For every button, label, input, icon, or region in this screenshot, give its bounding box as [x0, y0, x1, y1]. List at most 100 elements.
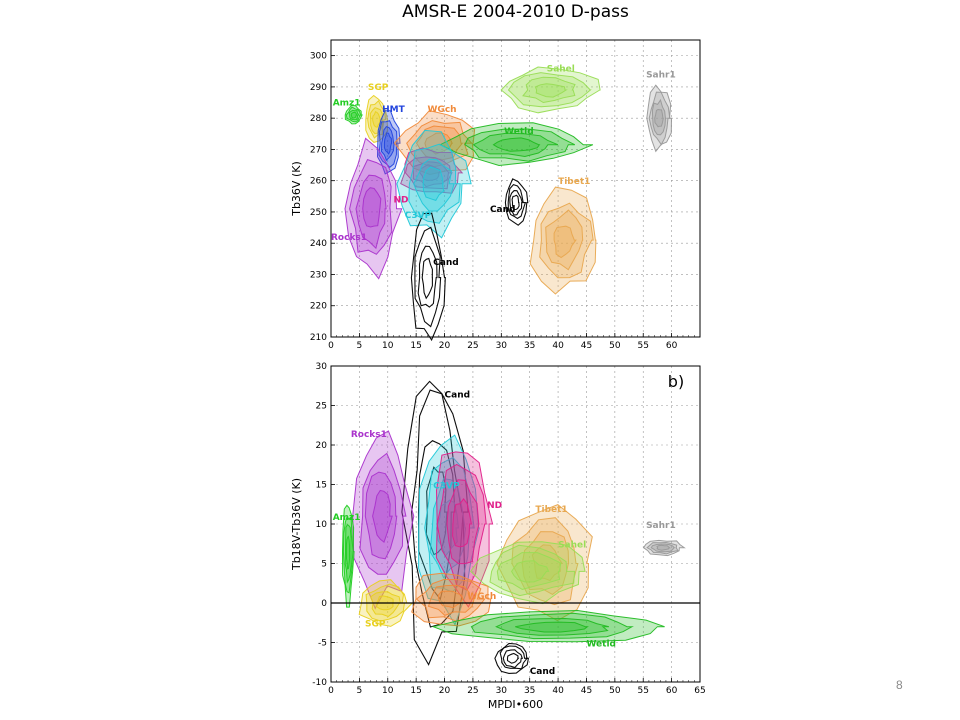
- x-tick-label: 35: [524, 686, 535, 696]
- x-tick-label: 50: [609, 686, 621, 696]
- x-tick-label: 55: [638, 341, 649, 351]
- contour-level-3: [355, 174, 387, 250]
- contour-level-1: [504, 178, 529, 226]
- y-tick-label: 230: [310, 270, 327, 280]
- contour-level-4: [372, 110, 382, 128]
- contour-level-4: [421, 257, 433, 300]
- y-tick-label: 270: [310, 145, 327, 155]
- y-tick-label: 25: [316, 402, 327, 412]
- contour-level-2: [499, 645, 529, 670]
- x-tick-label: 35: [524, 341, 535, 351]
- contour-level-2: [507, 72, 592, 108]
- x-tick-label: 10: [382, 686, 394, 696]
- x-tick-label: 65: [694, 686, 705, 696]
- x-tick-label: 0: [328, 341, 334, 351]
- y-tick-label: 240: [310, 239, 327, 249]
- y-tick-label: 30: [316, 362, 328, 372]
- y-tick-label: -5: [318, 639, 327, 649]
- contour-level-4: [362, 187, 382, 228]
- contour-level-2: [507, 183, 527, 220]
- contour-level-1: [401, 380, 469, 666]
- chart-title: AMSR-E 2004-2010 D-pass: [402, 2, 629, 22]
- contour-level-1: [494, 642, 530, 674]
- contour-level-3: [417, 245, 438, 308]
- region-label-wetld: Wetld: [586, 639, 616, 649]
- contour-level-2: [408, 143, 461, 224]
- contour-level-4: [534, 83, 568, 98]
- x-tick-label: 60: [666, 686, 678, 696]
- contour-level-4: [511, 194, 520, 211]
- series-region-rocks1: [344, 137, 403, 280]
- contour-level-3: [509, 190, 524, 216]
- page-number: 8: [896, 678, 903, 692]
- series-region-nd: [435, 451, 494, 608]
- x-tick-label: 15: [410, 686, 421, 696]
- x-tick-label: 0: [328, 686, 334, 696]
- region-label-hmt: HMT: [382, 105, 405, 115]
- series-region-cand: [504, 178, 529, 226]
- contour-level-1: [411, 572, 492, 627]
- region-label-wetld: Wetld: [504, 127, 534, 137]
- series-region-wetld: [439, 122, 594, 167]
- series-region-c3vp: [418, 434, 480, 626]
- panel-tag: b): [668, 372, 684, 391]
- region-label-c3vp: C3VP: [405, 211, 432, 221]
- region-label-sgp: SGP: [368, 83, 389, 93]
- series-region-rocks1: [352, 430, 415, 610]
- series-region-sahr1: [642, 539, 686, 557]
- y-tick-label: 15: [316, 481, 327, 491]
- region-label-amz1: Amz1: [333, 99, 361, 109]
- contour-level-4: [383, 132, 393, 155]
- region-label-amz1: Amz1: [333, 513, 361, 523]
- contour-level-4: [372, 489, 393, 544]
- y-tick-label: 0: [321, 599, 327, 609]
- y-tick-label: 280: [310, 114, 327, 124]
- series-region-c3vp: [396, 129, 472, 239]
- contour-level-4: [511, 560, 550, 583]
- x-tick-label: 5: [357, 686, 363, 696]
- contour-level-4: [452, 498, 473, 548]
- y-tick-label: -10: [312, 678, 327, 688]
- series-region-wgch: [411, 572, 492, 627]
- contour-level-1: [410, 212, 446, 342]
- series-region-sahr1: [646, 84, 673, 153]
- region-label-nd: ND: [487, 501, 502, 511]
- region-label-sahel: Sahel: [547, 64, 575, 74]
- x-tick-label: 15: [410, 341, 421, 351]
- series-region-sahel: [500, 66, 601, 114]
- panel-b: 0 5 10 15 20 25 30 35 40 45 50 55 60 65 -10 -5 0 5 10 15 20 2…: [290, 362, 706, 711]
- region-label-c3vp: C3VP: [433, 481, 460, 491]
- series-region-cand: [494, 642, 530, 674]
- contour-level-4: [422, 166, 445, 202]
- contour-level-3: [651, 98, 667, 136]
- contour-level-4: [492, 137, 541, 152]
- y-tick-label: 210: [310, 333, 327, 343]
- x-tick-label: 60: [666, 341, 678, 351]
- contour-level-4: [425, 466, 448, 556]
- x-tick-label: 55: [638, 686, 649, 696]
- x-axis-label: MPDI•600: [488, 698, 543, 711]
- contour-level-2: [464, 128, 576, 162]
- region-label-sgp: SGP: [365, 620, 386, 630]
- region-label-sahel: Sahel: [558, 541, 586, 551]
- series-region-amz1: [344, 104, 363, 125]
- region-label-tibet1: Tibet1: [535, 505, 567, 515]
- contour-level-4: [515, 621, 589, 633]
- contour-level-3: [413, 158, 455, 212]
- contour-level-3: [380, 125, 395, 162]
- y-tick-label: 220: [310, 302, 327, 312]
- region-label-rocks1: Rocks1: [331, 233, 367, 243]
- x-tick-label: 5: [357, 341, 363, 351]
- region-label-wgch: WGch: [467, 592, 496, 602]
- series-region-tibet1: [529, 186, 597, 295]
- contour-level-2: [511, 517, 579, 606]
- contour-level-4: [654, 108, 664, 128]
- contour-level-1: [435, 451, 494, 608]
- contour-level-3: [545, 209, 584, 271]
- x-tick-label: 45: [581, 341, 592, 351]
- contour-level-4: [506, 652, 520, 664]
- contour-level-3: [502, 649, 524, 669]
- y-tick-label: 20: [316, 441, 328, 451]
- region-label-rocks1: Rocks1: [351, 430, 387, 440]
- x-tick-label: 25: [467, 686, 478, 696]
